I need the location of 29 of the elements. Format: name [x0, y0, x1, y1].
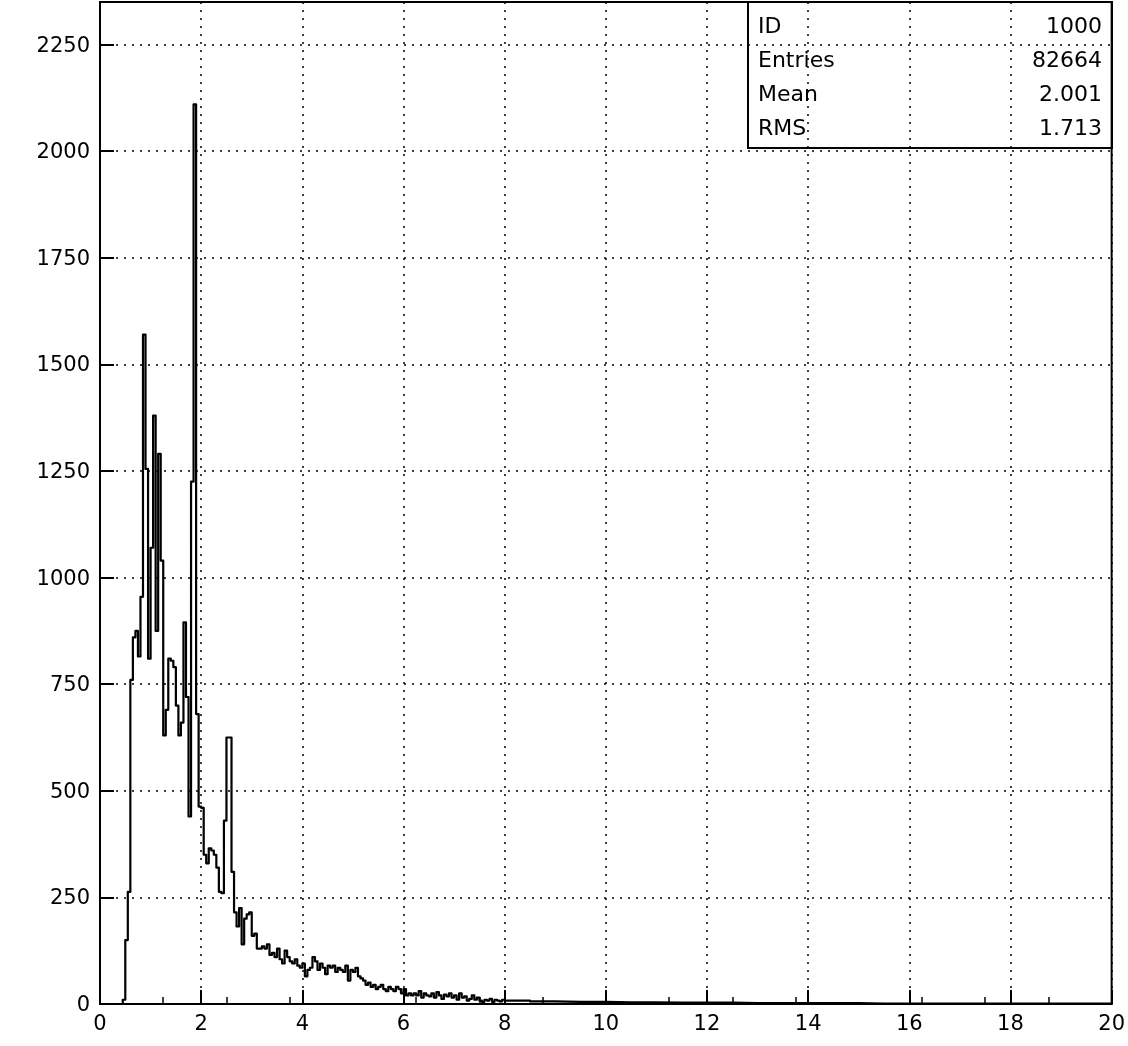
y-tick-label: 1000 [36, 565, 90, 590]
annotation: Mean [758, 80, 818, 106]
x-tick-label: 6 [396, 1010, 411, 1035]
x-tick-label: 0 [93, 1010, 107, 1035]
y-tick-label: 2000 [36, 139, 90, 164]
annotation: ID [758, 12, 782, 38]
x-tick-label: 10 [592, 1010, 620, 1035]
annotation: 2.001 [1039, 80, 1102, 106]
x-tick-label: 14 [794, 1010, 822, 1035]
y-tick-label: 500 [49, 778, 90, 803]
annotation: 82664 [1032, 46, 1102, 72]
y-tick-label: 1500 [36, 352, 90, 377]
y-tick-label: 0 [76, 992, 90, 1016]
annotation: 1000 [1046, 12, 1102, 38]
y-tick-label: 1250 [36, 459, 90, 484]
y-tick-label: 250 [49, 885, 90, 910]
x-tick-label: 16 [895, 1010, 923, 1035]
annotation: RMS [758, 114, 807, 140]
x-tick-label: 4 [295, 1010, 310, 1035]
y-tick-label: 2250 [36, 32, 90, 57]
annotation: 1.713 [1039, 114, 1102, 140]
x-tick-label: 12 [693, 1010, 721, 1035]
x-tick-label: 18 [997, 1010, 1024, 1035]
x-tick-label: 2 [194, 1010, 208, 1035]
y-tick-label: 750 [49, 672, 90, 697]
x-tick-label: 8 [497, 1010, 512, 1035]
x-tick-label: 20 [1098, 1010, 1126, 1035]
annotation: Entries [758, 46, 835, 72]
y-tick-label: 1750 [36, 245, 90, 270]
